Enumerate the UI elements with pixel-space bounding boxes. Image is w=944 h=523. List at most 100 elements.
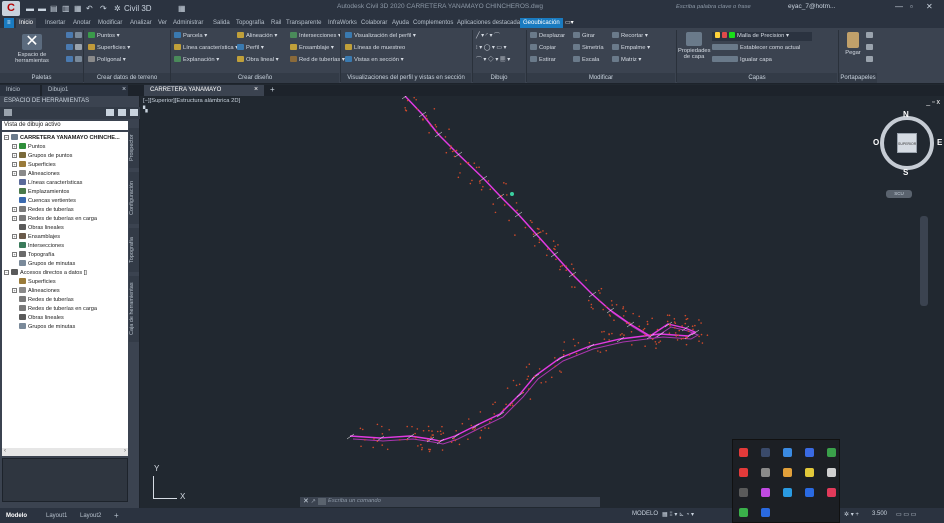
grid-icon[interactable]: ▦ ⁞⁞ ▾ ⊾ ◔ ▾ [662, 512, 695, 518]
draw-line-icon[interactable]: ╱ ▾ ◜ ▾ ⌒ [476, 33, 500, 39]
copy-clip-icon[interactable] [866, 32, 875, 41]
wcs-menu[interactable]: SCU [886, 190, 912, 198]
expand-toggle-icon[interactable] [12, 296, 17, 301]
scale-button[interactable]: Escala [573, 56, 599, 65]
expand-toggle-icon[interactable]: + [12, 153, 17, 158]
tree-node[interactable]: Obras lineales [12, 224, 64, 233]
panel-dibujo-label[interactable]: Dibujo [473, 73, 525, 83]
tree-node[interactable]: + Alineaciones [12, 170, 60, 179]
command-history-icon[interactable] [318, 498, 326, 505]
alignment-offset-line[interactable] [352, 98, 700, 445]
tree-node[interactable]: Cuencas vertientes [12, 197, 76, 206]
layout-tab-layout2[interactable]: Layout2 [80, 513, 102, 519]
tray-app-icon[interactable] [805, 488, 814, 497]
annotation-scale[interactable]: 3.500 [872, 511, 888, 517]
mirror-button[interactable]: Simetría [573, 44, 604, 53]
ribbon-toggle-icon[interactable]: ▭▾ [565, 20, 574, 26]
expand-toggle-icon[interactable] [12, 242, 17, 247]
print-icon[interactable]: ▦ [74, 4, 82, 13]
grading-menu[interactable]: Explanación ▾ [174, 56, 219, 65]
tab-analizar[interactable]: Analizar [130, 20, 152, 26]
tab-inicio[interactable]: Inicio [16, 18, 37, 28]
tree-node[interactable]: Grupos de minutas [12, 323, 75, 332]
compass-west[interactable]: O [873, 138, 880, 147]
expand-toggle-icon[interactable]: + [12, 234, 17, 239]
side-tab-topografia[interactable]: Topografía [129, 228, 139, 272]
view-dropdown[interactable]: Vista de dibujo activo [2, 121, 128, 130]
new-file-icon[interactable]: ▬ [26, 4, 34, 13]
save-icon[interactable]: ▤ [50, 4, 58, 13]
tab-insertar[interactable]: Insertar [45, 20, 66, 26]
palette-icon-2[interactable] [66, 44, 84, 53]
command-line[interactable]: ✕ ⸕ Escriba un comando [300, 497, 600, 507]
layout-tab-model[interactable]: Modelo [6, 513, 27, 519]
palette-icon[interactable] [118, 109, 126, 116]
tab-complementos[interactable]: Complementos [413, 20, 454, 26]
draw-polyline-icon[interactable]: ⁞ ▾ ◯ ▾ ▭ ▾ [476, 45, 507, 51]
expand-toggle-icon[interactable] [12, 188, 17, 193]
expand-toggle-icon[interactable] [12, 323, 17, 328]
tree-node[interactable]: Obras lineales [12, 314, 64, 323]
file-tab-inicio[interactable]: Inicio [0, 85, 40, 96]
surfaces-menu[interactable]: Superficies ▾ [88, 44, 130, 53]
user-account[interactable]: eyac_7@hotm... [788, 3, 836, 10]
tray-app-icon[interactable] [827, 488, 836, 497]
tab-topografia[interactable]: Topografía [236, 20, 265, 26]
workspace-gear-icon[interactable]: ✲ [114, 4, 121, 13]
array-menu[interactable]: Matriz ▾ [612, 56, 641, 65]
layer-selector[interactable]: Malla de Precision ▾ [712, 32, 812, 41]
rotate-button[interactable]: Girar [573, 32, 595, 41]
maximize-button[interactable]: ▫ [910, 2, 913, 11]
tray-app-icon[interactable] [805, 468, 814, 477]
viewport-window-controls[interactable]: _ ▫ x [926, 99, 940, 106]
scroll-left-icon[interactable]: ‹ [4, 448, 6, 454]
tray-app-icon[interactable] [761, 508, 770, 517]
tab-rail[interactable]: Rail [271, 20, 282, 26]
tray-app-icon[interactable] [805, 448, 814, 457]
tab-ayuda[interactable]: Ayuda [392, 20, 409, 26]
alignment-menu[interactable]: Alineación ▾ [237, 32, 277, 41]
traverse-menu[interactable]: Polígonal ▾ [88, 56, 126, 65]
tree-node[interactable]: Redes de tuberías [12, 296, 74, 305]
expand-toggle-icon[interactable]: + [12, 144, 17, 149]
save-as-icon[interactable]: ▥ [62, 4, 70, 13]
command-close-icon[interactable]: ✕ ⸕ [303, 498, 317, 505]
file-tab-dibujo1[interactable]: Dibujo1 [42, 85, 128, 96]
tree-node[interactable]: Líneas características [12, 179, 82, 188]
tree-node[interactable]: + Superficies [12, 161, 56, 170]
close-tab-icon[interactable]: × [254, 86, 259, 93]
expand-toggle-icon[interactable] [12, 179, 17, 184]
minimize-button[interactable]: — [895, 2, 903, 11]
tab-modificar[interactable]: Modificar [98, 20, 123, 26]
tray-app-icon[interactable] [783, 448, 792, 457]
workspace-selector[interactable]: Civil 3D [124, 4, 152, 13]
tree-node[interactable]: − CARRETERA YANAMAYO CHINCHE... [4, 134, 120, 143]
tab-ver[interactable]: Ver [158, 20, 168, 26]
side-tab-prospector[interactable]: Prospector [129, 128, 139, 168]
section-views-menu[interactable]: Vistas en sección ▾ [345, 56, 404, 65]
tray-app-icon[interactable] [761, 448, 770, 457]
assembly-menu[interactable]: Ensamblaje ▾ [290, 44, 334, 53]
expand-toggle-icon[interactable] [12, 305, 17, 310]
viewport-controls-label[interactable]: [−][Superior][Estructura alámbrica 2D] [143, 98, 241, 104]
expand-toggle-icon[interactable] [12, 224, 17, 229]
layout-tab-layout1[interactable]: Layout1 [46, 513, 68, 519]
tree-node[interactable]: + Redes de tuberías en carga [12, 215, 97, 224]
command-input[interactable]: Escriba un comando [328, 498, 381, 504]
help-icon[interactable] [130, 109, 138, 116]
move-button[interactable]: Desplazar [530, 32, 565, 41]
app-menu-button[interactable]: C [2, 1, 20, 16]
tree-node[interactable]: Superficies [12, 278, 56, 287]
expand-toggle-icon[interactable]: − [4, 135, 9, 140]
stretch-button[interactable]: Estirar [530, 56, 556, 65]
close-tab-icon[interactable]: × [122, 86, 127, 93]
expand-toggle-icon[interactable]: + [12, 252, 17, 257]
expand-toggle-icon[interactable] [12, 278, 17, 283]
tray-app-icon[interactable] [761, 468, 770, 477]
tree-node[interactable]: + Topografía [12, 251, 54, 260]
palette-icon[interactable] [106, 109, 114, 116]
expand-toggle-icon[interactable]: + [12, 207, 17, 212]
pipe-network-menu[interactable]: Red de tuberías ▾ [290, 56, 345, 65]
feature-line-menu[interactable]: Línea característica ▾ [174, 44, 238, 53]
profile-menu[interactable]: Perfil ▾ [237, 44, 264, 53]
